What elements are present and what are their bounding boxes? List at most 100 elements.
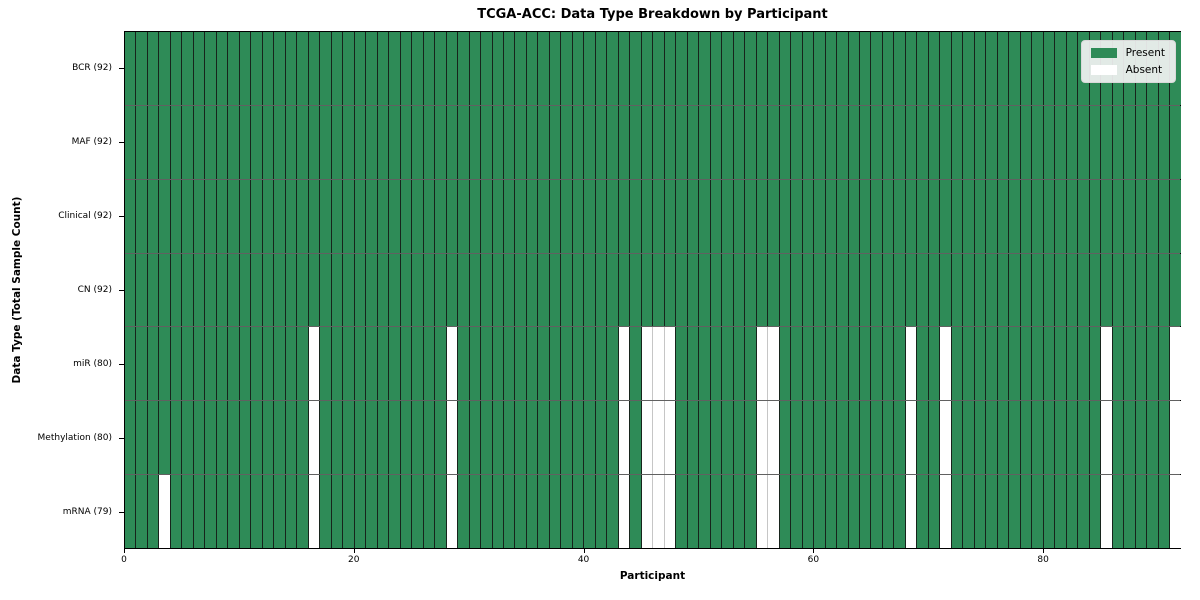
cell — [1112, 179, 1125, 253]
cell — [1032, 327, 1044, 401]
cell — [147, 105, 160, 179]
cell — [963, 179, 975, 253]
cell — [917, 32, 929, 105]
cell — [756, 401, 769, 475]
cell — [1170, 401, 1181, 475]
cell — [331, 179, 344, 253]
cell — [940, 475, 952, 549]
cell — [917, 179, 929, 253]
cell — [515, 327, 527, 401]
cell — [492, 32, 504, 105]
cell — [871, 401, 883, 475]
cell — [1020, 179, 1033, 253]
cell — [481, 32, 493, 105]
cell — [860, 401, 872, 475]
cell — [285, 105, 298, 179]
cell — [308, 105, 321, 179]
cell — [722, 179, 734, 253]
cell — [1066, 327, 1079, 401]
cell — [963, 32, 975, 105]
cell — [503, 105, 516, 179]
cell — [377, 253, 390, 327]
cell — [469, 179, 482, 253]
cell — [297, 179, 309, 253]
cell — [1112, 475, 1125, 549]
y-tick-label: CN (92) — [77, 284, 112, 295]
cell — [997, 253, 1010, 327]
cell — [446, 32, 459, 105]
cell — [733, 179, 746, 253]
cell — [722, 105, 734, 179]
legend: Present Absent — [1080, 40, 1176, 83]
cell — [1078, 179, 1090, 253]
cell — [1124, 179, 1136, 253]
cell — [768, 253, 780, 327]
cell — [618, 105, 631, 179]
cell — [837, 475, 849, 549]
cell — [814, 32, 826, 105]
cell — [963, 253, 975, 327]
cell — [1112, 401, 1125, 475]
cell — [469, 253, 482, 327]
cell — [458, 179, 470, 253]
cell — [871, 179, 883, 253]
cell — [1101, 475, 1113, 549]
cell — [687, 179, 700, 253]
cell — [1055, 327, 1067, 401]
cell — [722, 401, 734, 475]
cell — [894, 32, 906, 105]
cell — [285, 401, 298, 475]
cell — [951, 179, 964, 253]
cell — [905, 105, 918, 179]
cell — [710, 179, 723, 253]
cell — [653, 253, 665, 327]
cell — [572, 179, 585, 253]
cell — [205, 105, 217, 179]
cell — [481, 475, 493, 549]
cell — [986, 105, 998, 179]
cell — [837, 105, 849, 179]
cell — [756, 32, 769, 105]
cell — [205, 327, 217, 401]
cell — [1043, 179, 1056, 253]
cell — [285, 179, 298, 253]
cell — [492, 105, 504, 179]
cell — [492, 401, 504, 475]
cell — [147, 253, 160, 327]
cell — [526, 179, 539, 253]
cell — [779, 327, 792, 401]
cell — [814, 327, 826, 401]
cell — [882, 401, 895, 475]
cell — [710, 253, 723, 327]
cell — [354, 105, 367, 179]
cell — [607, 401, 619, 475]
cell — [515, 179, 527, 253]
cell — [641, 105, 654, 179]
cell — [343, 32, 355, 105]
cell — [320, 32, 332, 105]
cell — [595, 105, 608, 179]
cell — [170, 401, 183, 475]
cell — [331, 105, 344, 179]
cell — [1135, 105, 1148, 179]
cell — [1020, 253, 1033, 327]
cell — [1032, 253, 1044, 327]
cell — [331, 253, 344, 327]
cell — [1066, 32, 1079, 105]
cell — [595, 401, 608, 475]
cell — [308, 32, 321, 105]
cell — [435, 105, 447, 179]
cell — [182, 179, 194, 253]
cell — [848, 253, 860, 327]
cell — [1066, 475, 1079, 549]
x-tick-label: 0 — [121, 555, 127, 565]
cell — [630, 401, 642, 475]
cell — [641, 253, 654, 327]
cell — [538, 32, 550, 105]
cell — [928, 253, 941, 327]
cell — [894, 475, 906, 549]
cell — [331, 327, 344, 401]
cell — [182, 32, 194, 105]
cell — [676, 32, 688, 105]
cell — [1101, 105, 1113, 179]
